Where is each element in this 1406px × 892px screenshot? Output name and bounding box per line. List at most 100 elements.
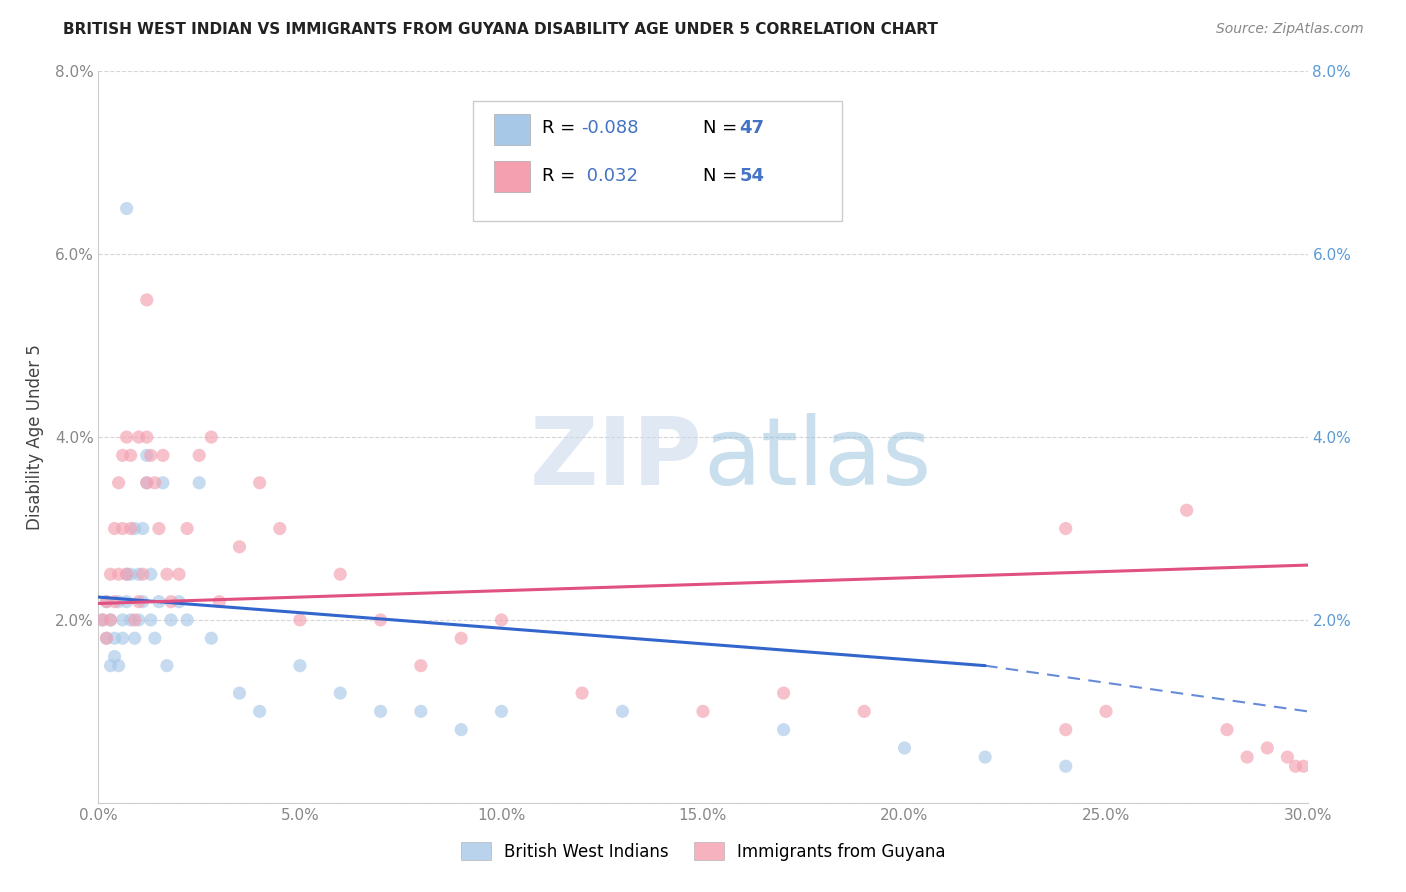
Point [176, 521, 198, 535]
Point [100, 613, 122, 627]
Point [107, 658, 129, 673]
Point [200, 632, 222, 646]
Point [103, 649, 125, 664]
Point [103, 595, 125, 609]
Point [111, 521, 134, 535]
Text: 47: 47 [740, 120, 765, 137]
Point [124, 613, 146, 627]
Point [135, 293, 157, 307]
Point [1095, 705, 1118, 719]
Point [107, 595, 129, 609]
Point [120, 613, 142, 627]
Point [103, 521, 125, 535]
Point [772, 723, 794, 737]
Point [188, 449, 211, 463]
Point [135, 475, 157, 490]
Point [100, 658, 122, 673]
Point [115, 202, 138, 216]
Point [1054, 521, 1077, 535]
Point [160, 613, 183, 627]
Point [96, 595, 118, 609]
Point [120, 521, 142, 535]
Point [152, 449, 174, 463]
Point [269, 521, 291, 535]
Point [128, 595, 150, 609]
Point [124, 521, 146, 535]
Point [288, 613, 311, 627]
Text: -0.088: -0.088 [581, 120, 638, 137]
Point [128, 613, 150, 627]
FancyBboxPatch shape [474, 101, 842, 221]
Point [139, 613, 162, 627]
Point [249, 705, 271, 719]
Point [370, 613, 392, 627]
Point [288, 658, 311, 673]
Point [571, 686, 593, 700]
Point [1054, 723, 1077, 737]
Point [491, 613, 513, 627]
Point [115, 430, 138, 444]
Text: R =: R = [543, 120, 581, 137]
Point [111, 613, 134, 627]
Point [612, 705, 634, 719]
Point [152, 475, 174, 490]
Point [115, 567, 138, 582]
Point [249, 475, 271, 490]
Point [329, 567, 352, 582]
Point [132, 521, 155, 535]
Point [135, 475, 157, 490]
Point [160, 595, 183, 609]
Point [135, 449, 157, 463]
Point [120, 449, 142, 463]
Point [91, 613, 114, 627]
Point [974, 750, 997, 764]
Point [96, 595, 118, 609]
Point [772, 686, 794, 700]
Point [139, 449, 162, 463]
Point [96, 632, 118, 646]
Point [107, 475, 129, 490]
Text: BRITISH WEST INDIAN VS IMMIGRANTS FROM GUYANA DISABILITY AGE UNDER 5 CORRELATION: BRITISH WEST INDIAN VS IMMIGRANTS FROM G… [63, 22, 938, 37]
Point [156, 658, 179, 673]
Point [208, 595, 231, 609]
Point [1256, 740, 1278, 755]
Point [329, 686, 352, 700]
Point [409, 705, 432, 719]
Point [139, 567, 162, 582]
Point [409, 658, 432, 673]
Point [128, 567, 150, 582]
Point [100, 613, 122, 627]
Text: Source: ZipAtlas.com: Source: ZipAtlas.com [1216, 22, 1364, 37]
Text: atlas: atlas [703, 413, 931, 505]
Point [128, 430, 150, 444]
Point [120, 567, 142, 582]
Point [156, 567, 179, 582]
Bar [494, 161, 530, 192]
Point [167, 595, 190, 609]
Y-axis label: Disability Age Under 5: Disability Age Under 5 [25, 344, 44, 530]
Point [370, 705, 392, 719]
Point [111, 449, 134, 463]
Text: N =: N = [703, 167, 742, 185]
Point [176, 613, 198, 627]
Point [1292, 759, 1315, 773]
Point [1284, 759, 1306, 773]
Text: N =: N = [703, 120, 742, 137]
Bar [494, 114, 530, 145]
Point [491, 705, 513, 719]
Point [143, 632, 166, 646]
Text: 54: 54 [740, 167, 765, 185]
Point [100, 567, 122, 582]
Point [167, 567, 190, 582]
Point [115, 567, 138, 582]
Point [1054, 759, 1077, 773]
Point [200, 430, 222, 444]
Point [450, 723, 472, 737]
Text: 0.032: 0.032 [581, 167, 638, 185]
Point [148, 521, 170, 535]
Point [124, 632, 146, 646]
Point [103, 632, 125, 646]
Point [1277, 750, 1299, 764]
Text: R =: R = [543, 167, 581, 185]
Point [893, 740, 915, 755]
